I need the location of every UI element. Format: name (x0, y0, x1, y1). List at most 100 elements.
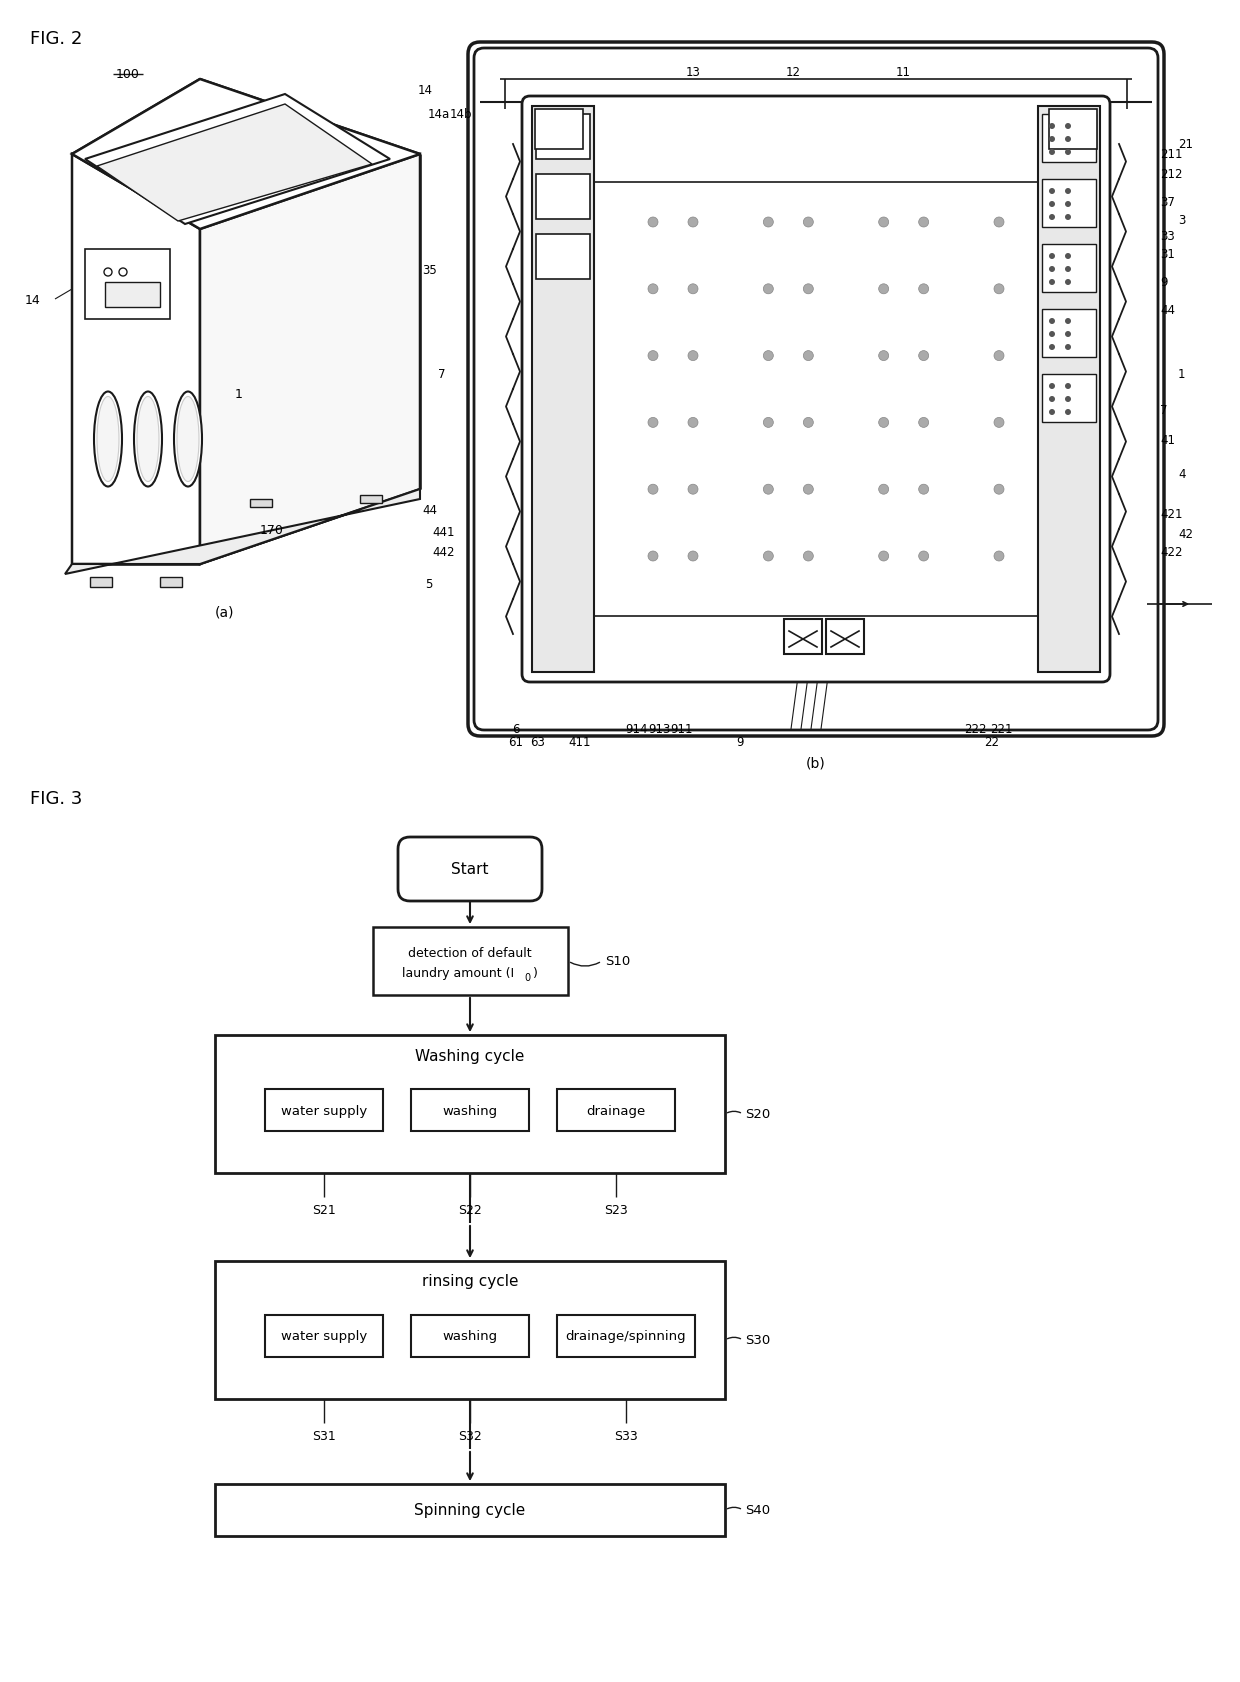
Text: 14: 14 (25, 293, 40, 306)
Text: 421: 421 (1159, 508, 1183, 521)
Text: 7: 7 (1159, 404, 1168, 415)
Circle shape (764, 552, 774, 562)
Text: 13: 13 (185, 86, 201, 99)
Text: 442: 442 (432, 547, 455, 558)
Text: 212: 212 (1159, 168, 1183, 182)
Circle shape (804, 419, 813, 429)
Text: 3: 3 (1178, 214, 1185, 227)
Text: 11: 11 (897, 67, 911, 79)
Circle shape (649, 419, 658, 429)
Text: 911: 911 (670, 723, 692, 737)
Circle shape (879, 219, 889, 227)
Circle shape (994, 552, 1004, 562)
Polygon shape (200, 155, 420, 565)
Circle shape (688, 484, 698, 495)
Circle shape (649, 284, 658, 294)
Text: (a): (a) (216, 604, 234, 619)
Circle shape (804, 552, 813, 562)
Circle shape (1049, 267, 1055, 272)
Text: 9: 9 (1159, 276, 1168, 289)
Text: 41: 41 (1159, 434, 1176, 446)
Text: 0: 0 (525, 972, 529, 982)
Text: Washing cycle: Washing cycle (415, 1048, 525, 1063)
Text: 411: 411 (568, 737, 590, 748)
Bar (1038, 108, 1100, 673)
FancyBboxPatch shape (474, 49, 1158, 730)
Circle shape (1049, 397, 1055, 402)
Text: 222: 222 (963, 723, 987, 737)
Bar (215, 1262, 725, 1399)
Circle shape (1065, 345, 1071, 352)
FancyBboxPatch shape (522, 98, 1110, 683)
Bar (86, 251, 170, 320)
Circle shape (649, 219, 658, 227)
Ellipse shape (94, 392, 122, 488)
Bar (557, 1090, 675, 1132)
Ellipse shape (174, 392, 202, 488)
Circle shape (1065, 320, 1071, 325)
Bar (557, 1315, 694, 1357)
Bar (1042, 180, 1096, 227)
Circle shape (1049, 254, 1055, 259)
Circle shape (1049, 215, 1055, 220)
Text: 37: 37 (1159, 197, 1174, 209)
Circle shape (649, 552, 658, 562)
Bar (532, 108, 594, 673)
Polygon shape (72, 81, 420, 230)
Circle shape (688, 552, 698, 562)
Text: 13: 13 (686, 67, 701, 79)
Text: 221: 221 (990, 723, 1013, 737)
Circle shape (1065, 188, 1071, 195)
FancyArrowPatch shape (1159, 602, 1188, 607)
Text: 914: 914 (625, 723, 647, 737)
Text: 14a: 14a (428, 108, 450, 121)
Text: S31: S31 (312, 1430, 336, 1441)
Text: FIG. 2: FIG. 2 (30, 30, 82, 49)
Circle shape (1065, 279, 1071, 286)
Circle shape (919, 419, 929, 429)
Text: 61: 61 (508, 737, 523, 748)
Text: 14: 14 (418, 84, 433, 96)
Text: 9: 9 (737, 737, 744, 748)
Polygon shape (64, 489, 420, 575)
Text: Spinning cycle: Spinning cycle (414, 1502, 526, 1517)
Bar (1042, 375, 1096, 422)
Text: 100: 100 (117, 67, 140, 81)
Circle shape (879, 352, 889, 362)
Text: 11: 11 (330, 128, 346, 141)
Bar (265, 1090, 383, 1132)
Bar (265, 1315, 383, 1357)
Text: S20: S20 (745, 1108, 770, 1120)
Text: 7: 7 (438, 368, 445, 382)
Bar (410, 1090, 529, 1132)
Bar (536, 235, 590, 279)
Circle shape (688, 284, 698, 294)
Circle shape (1049, 331, 1055, 338)
Circle shape (804, 484, 813, 495)
Text: 12: 12 (786, 67, 801, 79)
Circle shape (1049, 279, 1055, 286)
Circle shape (879, 284, 889, 294)
Bar (160, 577, 182, 587)
Bar (373, 927, 568, 996)
Bar (91, 577, 112, 587)
Text: washing: washing (443, 1103, 497, 1117)
Text: 441: 441 (432, 526, 455, 540)
FancyBboxPatch shape (474, 49, 1158, 730)
Text: 21: 21 (1178, 138, 1193, 151)
Text: 4: 4 (1178, 468, 1185, 481)
Circle shape (1065, 397, 1071, 402)
Text: 35: 35 (422, 264, 436, 276)
Bar (250, 500, 272, 508)
Circle shape (1065, 150, 1071, 156)
Ellipse shape (97, 397, 119, 483)
Text: 14b: 14b (450, 108, 472, 121)
Circle shape (1049, 124, 1055, 130)
Ellipse shape (134, 392, 162, 488)
Circle shape (764, 284, 774, 294)
Bar (1042, 309, 1096, 358)
Text: 6: 6 (512, 723, 520, 737)
Polygon shape (72, 155, 200, 565)
Circle shape (1049, 150, 1055, 156)
Text: ): ) (532, 967, 537, 981)
